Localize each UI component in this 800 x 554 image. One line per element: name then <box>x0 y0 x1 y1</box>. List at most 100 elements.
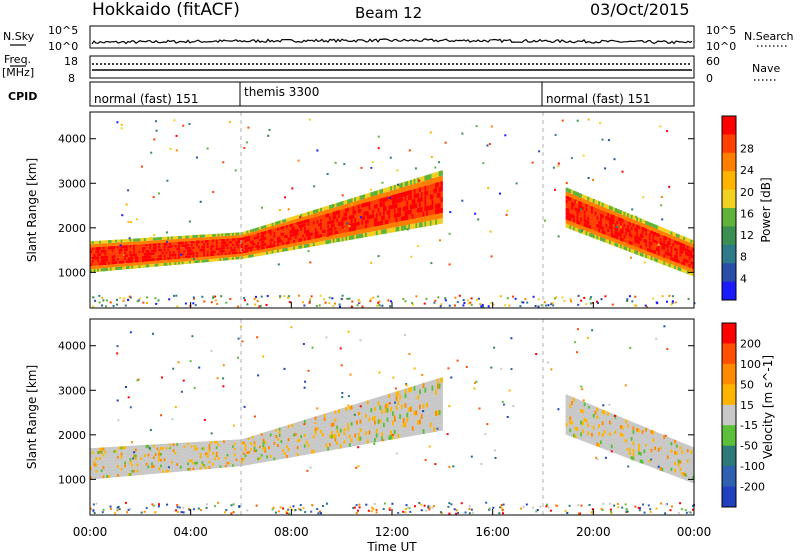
power-echo-cell <box>167 239 170 243</box>
velocity-echo-cell <box>117 467 120 471</box>
velocity-echo-cell <box>111 474 114 478</box>
power-echo-cell <box>214 233 217 237</box>
velocity-echo-cell <box>287 451 291 455</box>
power-echo-cell <box>289 233 292 238</box>
power-echo-cell <box>334 222 337 227</box>
power-echo-cell <box>181 258 185 262</box>
velocity-echo-cell <box>399 414 402 419</box>
velocity-echo-cell <box>309 418 312 422</box>
velocity-echo-cell <box>316 445 319 449</box>
power-echo-cell <box>567 200 570 205</box>
velocity-echo-cell <box>224 440 228 443</box>
power-echo-cell <box>636 228 639 233</box>
power-scatter-point <box>101 296 104 299</box>
power-colorbar-swatch <box>722 189 736 209</box>
power-echo-cell <box>282 248 285 252</box>
power-echo-cell <box>420 222 424 228</box>
power-echo-cell <box>242 256 246 259</box>
power-scatter-point <box>543 219 546 222</box>
velocity-echo-cell <box>163 449 167 453</box>
power-scatter-point <box>140 165 143 168</box>
velocity-echo-cell <box>260 433 264 436</box>
velocity-echo-cell <box>356 433 359 438</box>
velocity-echo-cell <box>406 417 409 423</box>
power-echo-cell <box>142 250 145 253</box>
power-echo-cell <box>257 253 260 257</box>
power-echo-cell <box>609 225 612 229</box>
velocity-echo-cell <box>205 447 208 450</box>
power-echo-cell <box>291 230 294 234</box>
velocity-echo-cell <box>374 424 377 430</box>
power-echo-cell <box>214 247 217 251</box>
power-echo-cell <box>154 252 158 255</box>
power-echo-cell <box>621 234 625 238</box>
power-echo-cell <box>190 238 194 241</box>
power-echo-cell <box>638 247 641 252</box>
velocity-echo-cell <box>294 442 298 447</box>
velocity-echo-cell <box>248 450 251 454</box>
power-echo-cell <box>652 249 655 254</box>
power-echo-cell <box>307 233 310 237</box>
power-echo-cell <box>118 248 122 252</box>
velocity-echo-cell <box>127 446 131 449</box>
velocity-echo-cell <box>233 439 237 443</box>
velocity-echo-cell <box>255 460 258 464</box>
power-echo-cell <box>154 263 158 267</box>
velocity-echo-cell <box>370 425 373 430</box>
velocity-echo-cell <box>339 440 343 445</box>
power-echo-cell <box>197 237 201 241</box>
power-echo-cell <box>90 244 93 248</box>
power-echo-cell <box>205 256 208 260</box>
power-echo-cell <box>352 206 355 211</box>
power-scatter-point <box>477 297 480 300</box>
velocity-echo-cell <box>219 448 222 452</box>
power-echo-cell <box>675 255 679 259</box>
velocity-echo-cell <box>214 443 217 447</box>
power-echo-cell <box>268 236 271 239</box>
velocity-echo-cell <box>361 402 364 407</box>
power-scatter-point <box>506 297 509 300</box>
power-scatter-point <box>210 301 213 304</box>
velocity-echo-cell <box>192 461 195 465</box>
power-echo-cell <box>271 235 274 239</box>
power-echo-cell <box>151 243 154 247</box>
power-echo-cell <box>674 247 677 251</box>
power-echo-cell <box>291 246 294 251</box>
velocity-echo-cell <box>334 414 337 419</box>
velocity-echo-cell <box>417 394 420 400</box>
power-echo-cell <box>428 184 431 190</box>
velocity-echo-cell <box>124 458 127 462</box>
velocity-echo-cell <box>140 448 143 452</box>
power-echo-cell <box>205 253 208 257</box>
power-scatter-point <box>128 295 131 298</box>
power-echo-cell <box>224 246 228 250</box>
power-echo-cell <box>435 177 438 183</box>
power-echo-cell <box>277 236 280 241</box>
power-echo-cell <box>440 197 443 203</box>
velocity-echo-cell <box>179 462 183 466</box>
velocity-echo-cell <box>179 468 183 472</box>
velocity-echo-cell <box>99 469 102 473</box>
velocity-echo-cell <box>312 438 316 443</box>
power-echo-cell <box>372 196 375 201</box>
power-echo-cell <box>379 207 382 212</box>
power-echo-cell <box>565 215 568 220</box>
power-scatter-point <box>561 296 564 299</box>
velocity-echo-cell <box>341 420 345 425</box>
power-echo-cell <box>571 221 574 226</box>
power-scatter-point <box>462 299 465 302</box>
power-scatter-point <box>463 302 466 304</box>
power-scatter-point <box>319 294 322 297</box>
power-speckle <box>92 118 696 308</box>
power-scatter-point <box>261 206 263 209</box>
velocity-echo-cell <box>167 452 170 456</box>
power-echo-cell <box>178 238 181 242</box>
power-echo-cell <box>408 209 411 215</box>
power-echo-cell <box>181 252 185 256</box>
velocity-echo-cell <box>417 414 420 420</box>
power-echo-cell <box>585 211 588 216</box>
velocity-echo-cell <box>120 464 123 468</box>
velocity-echo-cell <box>357 424 361 429</box>
velocity-echo-cell <box>321 414 325 418</box>
power-echo-cell <box>587 204 590 209</box>
